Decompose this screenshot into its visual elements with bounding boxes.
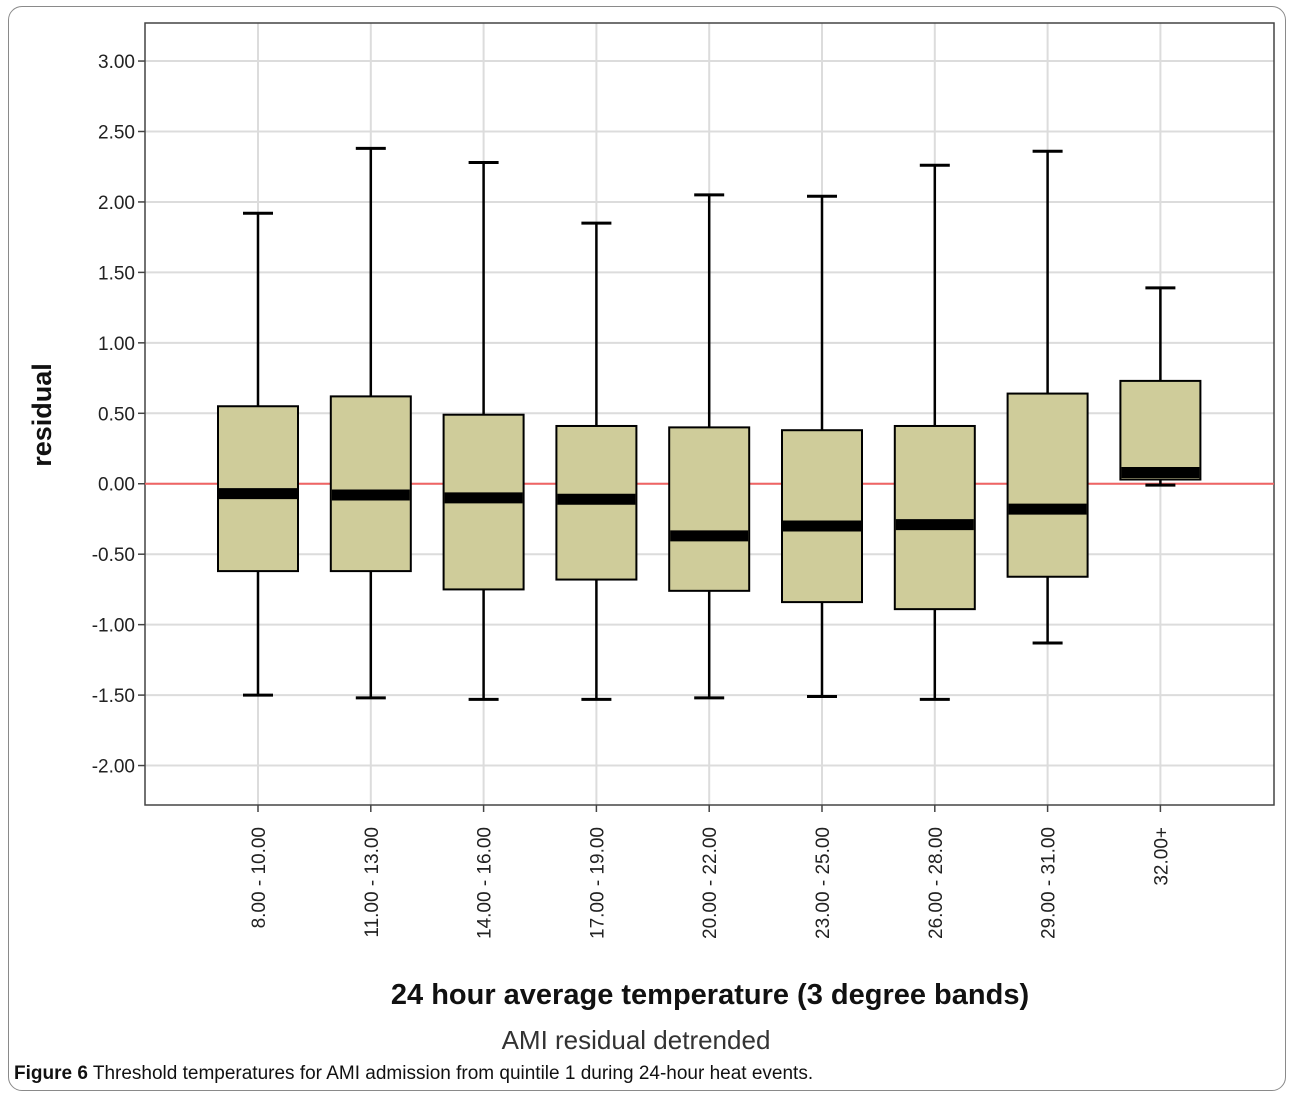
y-tick-label-1: -1.50 (92, 686, 135, 707)
figure-frame (8, 6, 1286, 1091)
box-0 (217, 211, 299, 697)
x-tick-label-0: 8.00 - 10.00 (249, 827, 270, 928)
y-tick-label-7: 1.50 (98, 263, 135, 284)
x-tick-label-1: 11.00 - 13.00 (362, 827, 383, 938)
y-axis-ticks: -2.00 -1.50 -1.00 -0.50 0.00 0.50 1.00 1.50 2.00… (92, 52, 145, 778)
y-tick-label-8: 2.00 (98, 193, 135, 214)
x-tick-label-5: 23.00 - 25.00 (813, 827, 834, 939)
y-tick-label-2: -1.00 (92, 616, 135, 637)
x-tick-label-7: 29.00 - 31.00 (1039, 827, 1060, 939)
iqr-box-1 (329, 395, 412, 573)
x-tick-label-6: 26.00 - 28.00 (926, 827, 947, 939)
box-7 (1006, 149, 1089, 645)
y-tick-label-3: -0.50 (92, 545, 135, 566)
box-4 (668, 193, 751, 700)
y-axis-title: residual (27, 363, 57, 467)
chart-subtitle: AMI residual detrended (502, 1025, 771, 1055)
x-tick-label-3: 17.00 - 19.00 (587, 827, 608, 939)
y-tick-label-0: -2.00 (92, 757, 135, 778)
x-axis-title: 24 hour average temperature (3 degree ba… (391, 979, 1029, 1011)
x-axis-ticks: 8.00 - 10.00 11.00 - 13.00 14.00 - 16.00 17… (249, 805, 1172, 939)
box-5 (781, 194, 863, 699)
x-tick-label-4: 20.00 - 22.00 (700, 827, 721, 939)
iqr-box-5 (781, 429, 863, 604)
iqr-box-8 (1119, 379, 1202, 481)
boxes-group (217, 146, 1202, 701)
y-tick-label-4: 0.00 (98, 475, 135, 496)
y-tick-label-5: 0.50 (98, 404, 135, 425)
iqr-box-4 (668, 426, 751, 592)
figure-caption-text: Threshold temperatures for AMI admission… (87, 1063, 814, 1084)
box-6 (893, 163, 976, 701)
box-3 (555, 221, 638, 701)
x-tick-label-2: 14.00 - 16.00 (475, 827, 496, 939)
figure-label: Figure 6 (14, 1063, 88, 1084)
y-tick-label-10: 3.00 (98, 52, 135, 73)
box-8 (1119, 286, 1202, 487)
box-1 (329, 146, 412, 700)
box-2 (442, 160, 525, 701)
y-tick-label-6: 1.00 (98, 334, 135, 355)
iqr-box-6 (893, 424, 976, 611)
box-plot-chart: -2.00 -1.50 -1.00 -0.50 0.00 0.50 1.00 1.50 2.00… (27, 22, 1275, 1055)
iqr-box-7 (1006, 392, 1089, 578)
figure-caption: Figure 6 Threshold temperatures for AMI … (14, 1063, 813, 1085)
x-tick-label-8: 32.00+ (1151, 827, 1172, 886)
y-tick-label-9: 2.50 (98, 122, 135, 143)
